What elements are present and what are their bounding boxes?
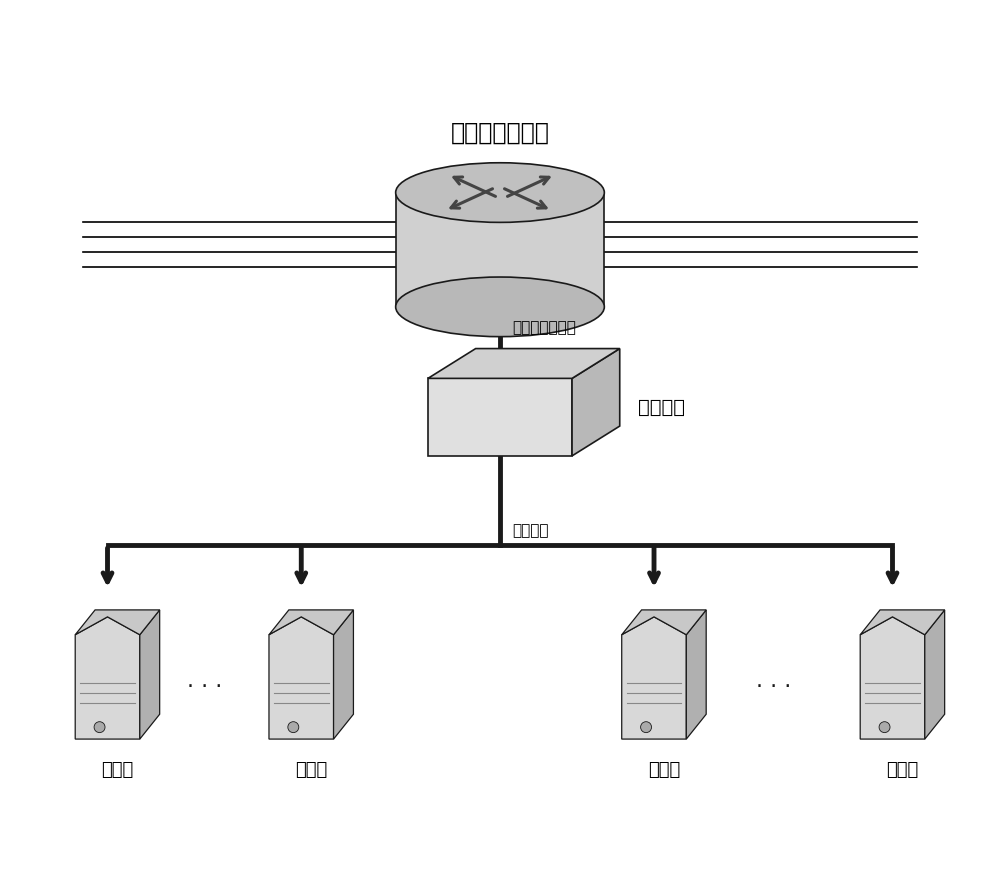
Polygon shape [396,193,604,307]
Text: 多对一端口镜像: 多对一端口镜像 [512,321,576,336]
Text: 处理机: 处理机 [886,761,919,779]
Text: · · ·: · · · [187,677,222,697]
Polygon shape [140,610,160,739]
Polygon shape [269,610,353,635]
Text: 处理机: 处理机 [101,761,134,779]
Circle shape [94,722,105,732]
Text: 数据分流: 数据分流 [512,523,548,539]
Polygon shape [572,349,620,456]
Polygon shape [75,610,160,635]
Text: 骨干链路路由器: 骨干链路路由器 [451,121,549,145]
Ellipse shape [396,277,604,336]
Polygon shape [334,610,353,739]
Polygon shape [860,617,925,739]
Ellipse shape [396,163,604,223]
Polygon shape [75,617,140,739]
Text: 处理机: 处理机 [295,761,327,779]
Text: 分流设备: 分流设备 [638,398,685,417]
Circle shape [288,722,299,732]
Polygon shape [622,617,686,739]
Polygon shape [686,610,706,739]
Circle shape [641,722,652,732]
Polygon shape [622,610,706,635]
Polygon shape [269,617,334,739]
Text: · · ·: · · · [756,677,791,697]
Polygon shape [428,349,620,378]
Text: 处理机: 处理机 [648,761,680,779]
Polygon shape [860,610,945,635]
Circle shape [879,722,890,732]
Polygon shape [428,378,572,456]
Polygon shape [925,610,945,739]
